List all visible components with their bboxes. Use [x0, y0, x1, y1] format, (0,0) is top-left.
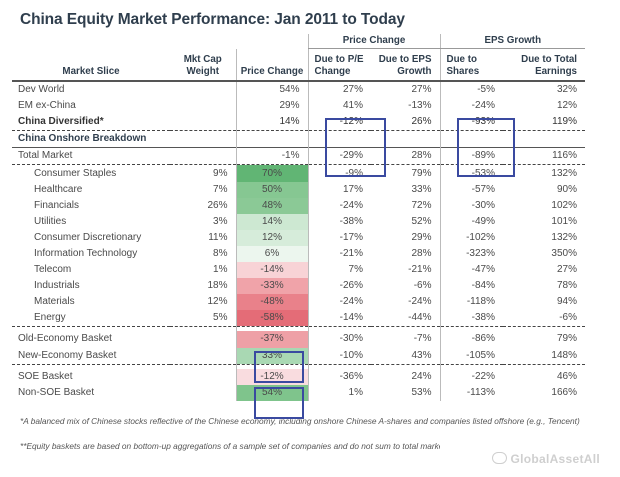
col-header-eps-growth: Due to EPS Growth — [371, 48, 440, 82]
row-separator — [12, 364, 585, 369]
price-change-cell: -14% — [235, 262, 309, 279]
price-change-cell: -48% — [235, 294, 309, 311]
price-change-cell: 14% — [235, 213, 309, 230]
price-change-cell: -33% — [235, 278, 309, 295]
table-row: New-Economy Basket 33% -10% 43% -105% 148% — [12, 347, 585, 365]
price-change-cell: -58% — [235, 310, 309, 328]
group-header-eps-growth: EPS Growth — [439, 34, 585, 49]
page-title: China Equity Market Performance: Jan 201… — [20, 11, 405, 28]
wechat-icon — [492, 452, 508, 464]
col-header-market-slice: Market Slice — [12, 48, 170, 82]
table-row: Energy 5% -58% -14% -44% -38% -6% — [12, 310, 585, 328]
row-separator — [12, 326, 585, 332]
section-label: China Onshore Breakdown — [18, 133, 147, 145]
watermark: GlobalAssetAll — [492, 452, 600, 466]
price-change-cell: 48% — [235, 197, 309, 214]
table-row: Materials 12% -48% -24% -24% -118% 94% — [12, 294, 585, 311]
table-row: Dev World 54% 27% 27% -5% 32% — [12, 81, 585, 99]
table-row: Information Technology 8% 6% -21% 28% -323% 35… — [12, 245, 585, 263]
price-change-cell: 70% — [235, 164, 309, 182]
price-change-cell: 54% — [235, 384, 309, 401]
table-row: Industrials 18% -33% -26% -6% -84% 78% — [12, 278, 585, 295]
col-header-total-earnings: Due to Total Earnings — [503, 48, 585, 82]
footnote-1: *A balanced mix of Chinese stocks reflec… — [20, 416, 580, 426]
table-row-china-diversified: China Diversified* 14% -12% 26% -93% 119… — [12, 114, 585, 132]
group-spacer — [12, 34, 170, 49]
price-change-cell: 6% — [235, 245, 309, 263]
table-row: Old-Economy Basket -37% -30% -7% -86% 79% — [12, 331, 585, 348]
section-header-row: China Onshore Breakdown — [12, 130, 585, 148]
price-change-cell: 50% — [235, 181, 309, 198]
col-header-price-change: Price Change — [235, 48, 308, 82]
table-row: Utilities 3% 14% -38% 52% -49% 101% — [12, 213, 585, 230]
price-change-cell: 33% — [235, 347, 309, 365]
table-row-total-market: Total Market -1% -29% 28% -89% 116% — [12, 147, 585, 166]
basket-rows: Old-Economy Basket -37% -30% -7% -86% 79% New-… — [12, 326, 585, 401]
table-row: Non-SOE Basket 54% 1% 53% -113% 166% — [12, 384, 585, 401]
table-row: Healthcare 7% 50% 17% 33% -57% 90% — [12, 181, 585, 198]
performance-table: Price Change EPS Growth Market Slice Mkt… — [12, 34, 585, 401]
table-row: SOE Basket -12% -36% 24% -22% 46% — [12, 368, 585, 385]
price-change-cell: -37% — [235, 331, 309, 348]
table-row: Consumer Staples 9% 70% -9% 79% -53% 132% — [12, 164, 585, 182]
table-row: Telecom 1% -14% 7% -21% -47% 27% — [12, 262, 585, 279]
group-header-price-change: Price Change — [307, 34, 440, 49]
table-row: Financials 26% 48% -24% 72% -30% 102% — [12, 197, 585, 214]
sector-rows: Consumer Staples 9% 70% -9% 79% -53% 132% Healt… — [12, 164, 585, 328]
price-change-cell: 12% — [235, 229, 309, 246]
col-header-shares: Due to Shares — [439, 48, 503, 82]
col-header-pe-change: Due to P/E Change — [307, 48, 371, 82]
footnote-2: **Equity baskets are based on bottom-up … — [20, 441, 440, 451]
table-row: Consumer Discretionary 11% 12% -17% 29% -102%… — [12, 229, 585, 246]
price-change-cell: -12% — [235, 368, 309, 385]
col-header-mktcap: Mkt Cap Weight — [170, 48, 236, 82]
table-row: EM ex-China 29% 41% -13% -24% 12% — [12, 98, 585, 115]
